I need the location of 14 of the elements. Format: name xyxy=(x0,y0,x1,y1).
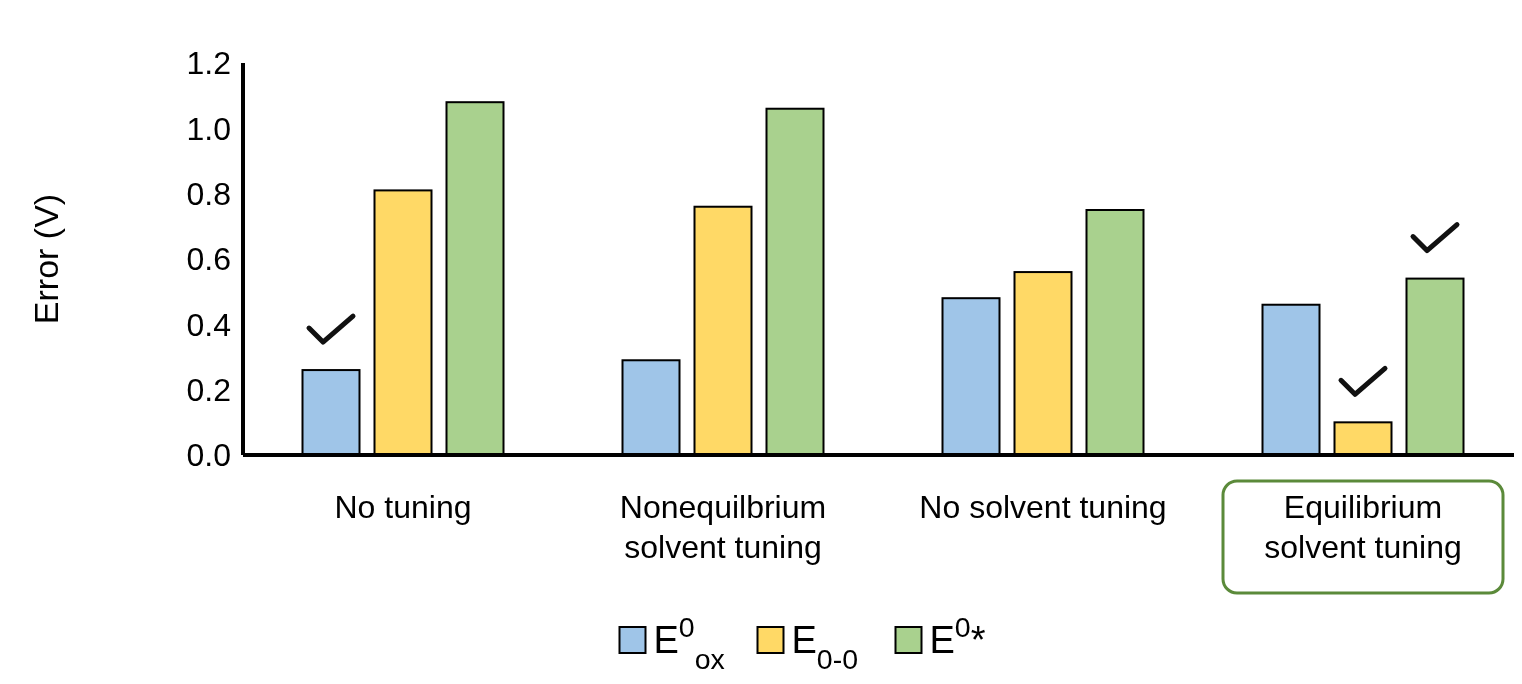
x-tick-label: No solvent tuning xyxy=(919,489,1167,525)
y-tick-label: 0.2 xyxy=(186,371,231,408)
y-tick-label: 0.4 xyxy=(186,306,231,343)
legend-label: E$^{0}$* xyxy=(929,611,986,661)
y-tick-label: 0.8 xyxy=(186,175,231,212)
x-tick-label: Equilibrium solvent tuning xyxy=(1264,489,1462,565)
y-tick-label: 0.6 xyxy=(186,241,231,278)
y-tick-label: 0.0 xyxy=(186,437,231,474)
y-tick-label: 1.0 xyxy=(186,110,231,147)
legend-label: E$_{0-0}$ xyxy=(791,619,859,675)
y-axis-title: Error (V) xyxy=(26,193,65,325)
x-tick-label: Nonequilbrium solvent tuning xyxy=(619,489,827,565)
y-tick-label: 1.2 xyxy=(186,45,231,82)
x-tick-label: No tuning xyxy=(334,489,472,525)
